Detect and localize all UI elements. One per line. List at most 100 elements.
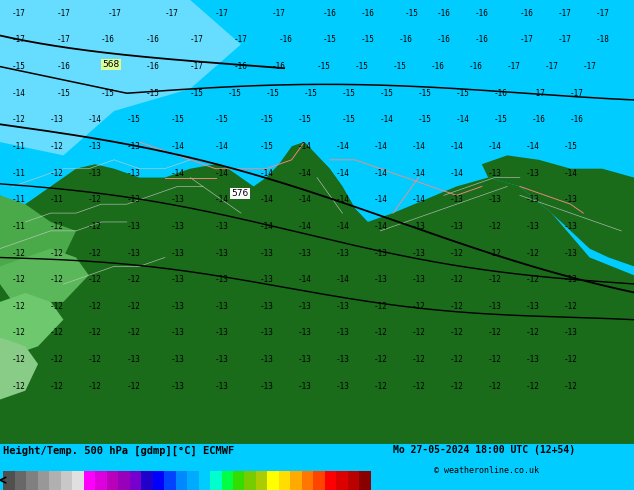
Text: -13: -13 <box>215 248 229 258</box>
Text: -13: -13 <box>215 355 229 364</box>
Text: -12: -12 <box>411 382 425 391</box>
Text: -12: -12 <box>88 275 102 284</box>
Polygon shape <box>292 142 380 248</box>
Text: -15: -15 <box>418 89 432 98</box>
Text: -16: -16 <box>475 35 489 45</box>
Text: -13: -13 <box>171 222 184 231</box>
Text: -13: -13 <box>450 196 463 204</box>
Text: -16: -16 <box>234 62 248 71</box>
Text: -13: -13 <box>259 382 273 391</box>
Text: -14: -14 <box>297 275 311 284</box>
Text: -15: -15 <box>228 89 242 98</box>
Text: -12: -12 <box>12 355 26 364</box>
Text: -18: -18 <box>595 35 609 45</box>
Text: -17: -17 <box>56 35 70 45</box>
Text: -14: -14 <box>373 196 387 204</box>
Text: -13: -13 <box>411 275 425 284</box>
Text: -13: -13 <box>564 248 578 258</box>
Text: -14: -14 <box>526 142 540 151</box>
Text: -12: -12 <box>50 328 64 338</box>
Text: -15: -15 <box>323 35 337 45</box>
Text: -16: -16 <box>570 115 584 124</box>
Text: -15: -15 <box>12 62 26 71</box>
Text: -13: -13 <box>564 328 578 338</box>
Text: -12: -12 <box>12 115 26 124</box>
Text: -16: -16 <box>56 62 70 71</box>
Text: -17: -17 <box>12 9 26 18</box>
Text: -12: -12 <box>88 222 102 231</box>
Text: -13: -13 <box>297 328 311 338</box>
Text: -13: -13 <box>126 355 140 364</box>
Text: -12: -12 <box>450 275 463 284</box>
Text: -17: -17 <box>190 62 204 71</box>
Text: -15: -15 <box>392 62 406 71</box>
Text: Height/Temp. 500 hPa [gdmp][°C] ECMWF: Height/Temp. 500 hPa [gdmp][°C] ECMWF <box>3 445 235 456</box>
Text: -15: -15 <box>405 9 419 18</box>
Text: -11: -11 <box>12 169 26 178</box>
Text: -13: -13 <box>126 248 140 258</box>
Text: -16: -16 <box>475 9 489 18</box>
Text: -12: -12 <box>50 248 64 258</box>
Text: -15: -15 <box>259 115 273 124</box>
Text: -14: -14 <box>373 142 387 151</box>
Text: -13: -13 <box>215 302 229 311</box>
Text: -12: -12 <box>488 382 501 391</box>
Text: -15: -15 <box>56 89 70 98</box>
Text: -13: -13 <box>171 302 184 311</box>
Bar <box>3 471 15 490</box>
Text: -16: -16 <box>494 89 508 98</box>
Text: -14: -14 <box>450 142 463 151</box>
Text: -13: -13 <box>171 275 184 284</box>
Polygon shape <box>482 155 634 267</box>
Text: -13: -13 <box>488 196 501 204</box>
Text: -13: -13 <box>373 248 387 258</box>
Text: -12: -12 <box>526 275 540 284</box>
Text: -17: -17 <box>56 9 70 18</box>
Text: -13: -13 <box>450 222 463 231</box>
Text: Mo 27-05-2024 18:00 UTC (12+54): Mo 27-05-2024 18:00 UTC (12+54) <box>393 445 575 455</box>
Polygon shape <box>0 0 241 155</box>
Text: -12: -12 <box>488 248 501 258</box>
Polygon shape <box>0 196 76 284</box>
Text: -15: -15 <box>190 89 204 98</box>
Text: -13: -13 <box>335 382 349 391</box>
Text: -14: -14 <box>380 115 394 124</box>
Text: -17: -17 <box>570 89 584 98</box>
Text: -13: -13 <box>171 196 184 204</box>
Text: -12: -12 <box>12 275 26 284</box>
Text: -12: -12 <box>88 382 102 391</box>
Text: -16: -16 <box>430 62 444 71</box>
Polygon shape <box>0 248 89 302</box>
Text: -13: -13 <box>411 222 425 231</box>
Text: -12: -12 <box>450 382 463 391</box>
Text: -14: -14 <box>373 169 387 178</box>
Text: -14: -14 <box>215 169 229 178</box>
Text: -13: -13 <box>88 169 102 178</box>
Text: -12: -12 <box>12 248 26 258</box>
Text: -12: -12 <box>564 302 578 311</box>
Text: -15: -15 <box>145 89 159 98</box>
Bar <box>176 471 187 490</box>
Text: -12: -12 <box>126 302 140 311</box>
Text: -13: -13 <box>126 169 140 178</box>
Text: -17: -17 <box>164 9 178 18</box>
Text: -13: -13 <box>171 382 184 391</box>
Text: -14: -14 <box>488 142 501 151</box>
Bar <box>95 471 107 490</box>
Text: -11: -11 <box>50 196 64 204</box>
Text: -12: -12 <box>88 355 102 364</box>
Text: -12: -12 <box>488 275 501 284</box>
Text: -14: -14 <box>215 142 229 151</box>
Text: -12: -12 <box>373 302 387 311</box>
Text: -14: -14 <box>259 222 273 231</box>
Text: -12: -12 <box>50 275 64 284</box>
Text: -15: -15 <box>215 115 229 124</box>
Bar <box>72 471 84 490</box>
Text: -13: -13 <box>335 248 349 258</box>
Text: -13: -13 <box>411 248 425 258</box>
Text: -16: -16 <box>101 62 115 71</box>
Text: -12: -12 <box>564 382 578 391</box>
Bar <box>84 471 95 490</box>
Text: -12: -12 <box>126 328 140 338</box>
Text: -12: -12 <box>450 248 463 258</box>
